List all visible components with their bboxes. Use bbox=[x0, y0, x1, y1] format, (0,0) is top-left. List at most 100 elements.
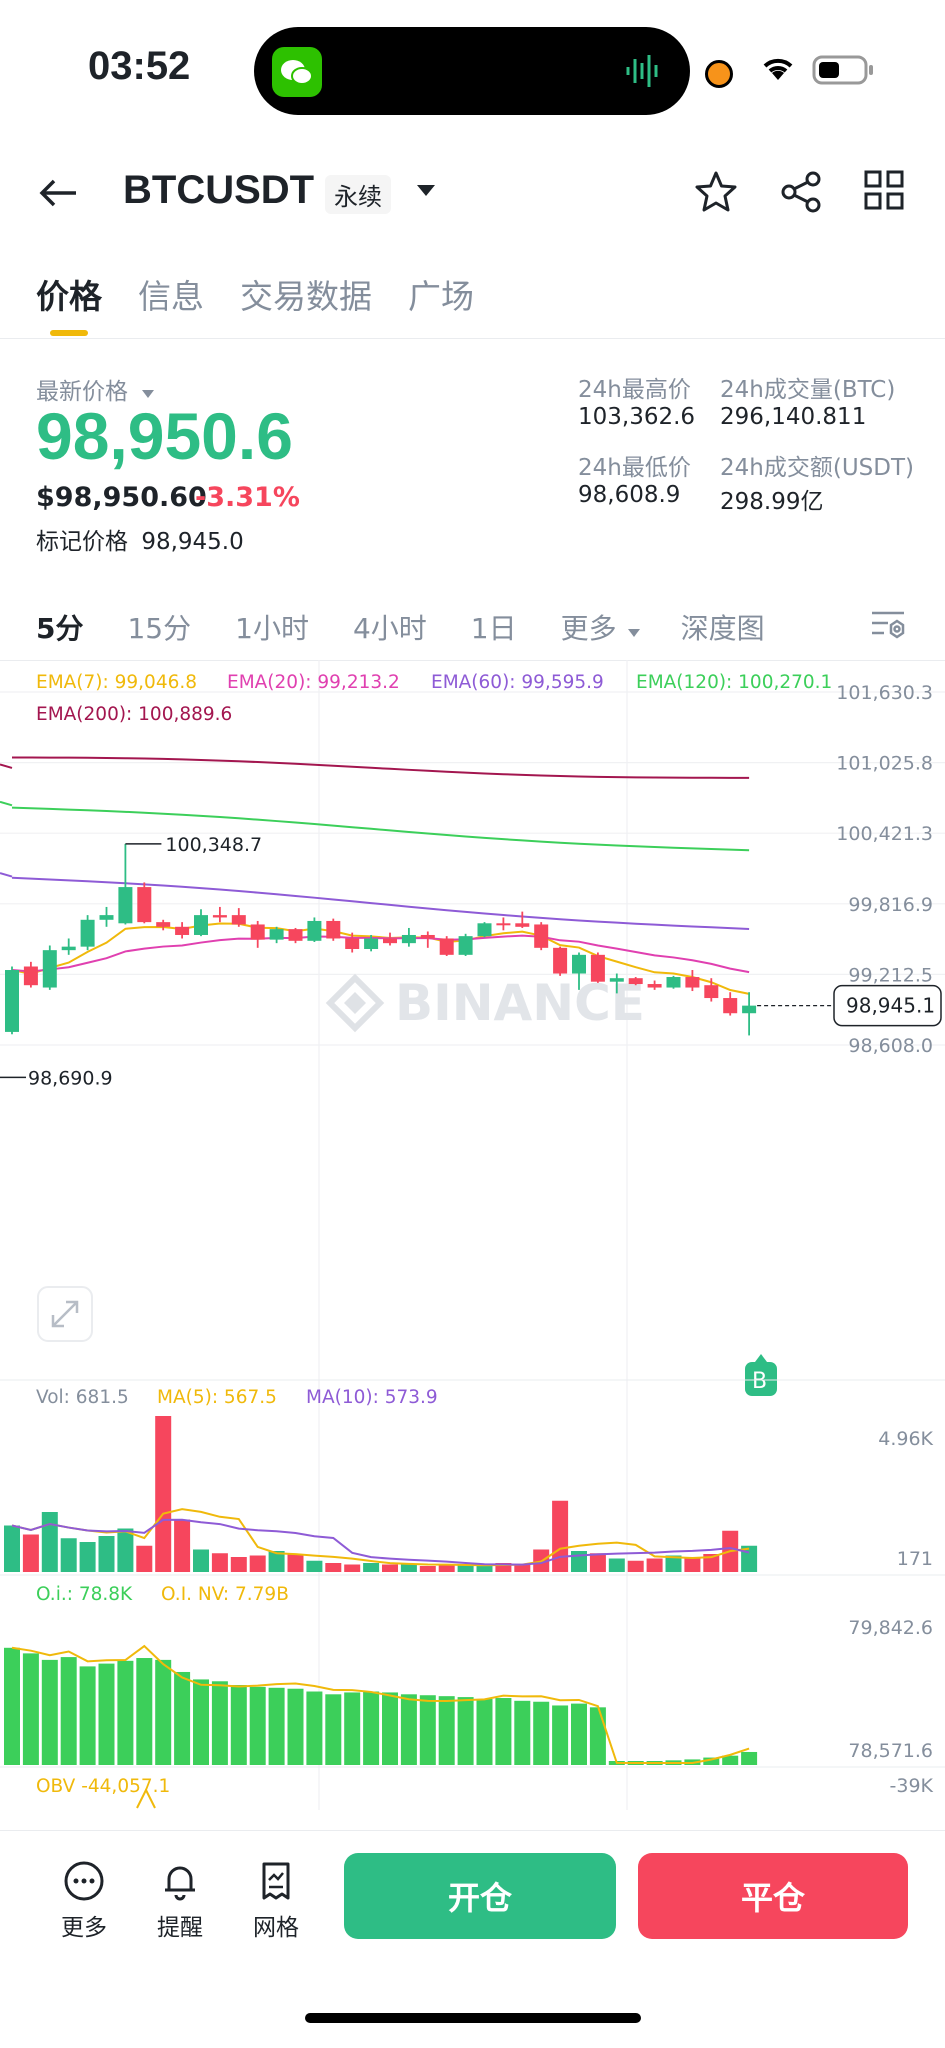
volume-bar bbox=[268, 1551, 285, 1572]
tab-divider bbox=[0, 338, 945, 339]
volume-bar bbox=[60, 1538, 77, 1572]
ema-lines bbox=[0, 756, 750, 995]
oi-bar bbox=[533, 1701, 550, 1765]
candle-body bbox=[137, 887, 152, 923]
tab-info[interactable]: 信息 bbox=[138, 277, 204, 316]
chart-settings-icon[interactable] bbox=[870, 607, 906, 645]
bell-icon bbox=[165, 1866, 195, 1901]
back-arrow-icon[interactable] bbox=[38, 172, 80, 218]
timeframe-bar: 5分 15分 1小时 4小时 1日 更多 深度图 bbox=[36, 607, 809, 647]
oi-bar bbox=[211, 1681, 228, 1765]
recording-indicator bbox=[705, 60, 733, 88]
tf-1d[interactable]: 1日 bbox=[470, 612, 517, 645]
volume-bar bbox=[646, 1558, 663, 1572]
wechat-icon[interactable] bbox=[272, 47, 322, 97]
buy-marker-label: B bbox=[752, 1369, 767, 1394]
oi-bar bbox=[4, 1647, 20, 1765]
candle-body bbox=[534, 924, 549, 948]
current-price-tag bbox=[833, 984, 942, 1027]
expand-icon[interactable] bbox=[37, 1286, 93, 1342]
candle-body bbox=[61, 946, 76, 951]
y-axis-label: 101,630.3 bbox=[836, 682, 933, 704]
tf-15m[interactable]: 15分 bbox=[127, 612, 192, 645]
volume-bar bbox=[4, 1525, 20, 1572]
star-icon[interactable] bbox=[694, 170, 738, 218]
candle-body bbox=[685, 977, 700, 988]
tf-more[interactable]: 更多 bbox=[561, 607, 641, 647]
low-value: 98,608.9 bbox=[578, 482, 681, 508]
home-indicator bbox=[305, 2013, 641, 2023]
vol-usdt-value: 298.99亿 bbox=[720, 489, 824, 515]
volume-bar bbox=[174, 1519, 191, 1572]
close-position-button[interactable]: 平仓 bbox=[638, 1853, 908, 1939]
symbol-title[interactable]: BTCUSDT bbox=[123, 168, 315, 212]
y-axis-label: 99,212.5 bbox=[848, 964, 933, 986]
mark-price-value: 98,945.0 bbox=[141, 529, 244, 555]
oi-bar bbox=[230, 1685, 247, 1765]
mark-price: 标记价格 98,945.0 bbox=[36, 522, 244, 556]
candle-body bbox=[364, 938, 379, 949]
audio-wave-icon bbox=[624, 51, 664, 95]
oi-bar bbox=[589, 1707, 606, 1765]
last-price-label[interactable]: 最新价格 bbox=[36, 372, 155, 406]
tf-1h[interactable]: 1小时 bbox=[235, 612, 309, 645]
ema20-label: EMA(20): 99,213.2 bbox=[227, 672, 400, 693]
candle-body bbox=[156, 922, 171, 927]
watermark: BINANCE bbox=[325, 973, 645, 1033]
obv-axis: -39K bbox=[890, 1775, 934, 1797]
tf-4h[interactable]: 4小时 bbox=[352, 612, 427, 645]
volume-bar bbox=[155, 1416, 172, 1572]
volume-bar bbox=[363, 1563, 380, 1572]
ema-extension bbox=[0, 763, 13, 769]
tab-bar: 价格 信息 交易数据 广场 bbox=[36, 270, 510, 318]
ma10-line bbox=[11, 1518, 750, 1566]
tab-price[interactable]: 价格 bbox=[36, 277, 102, 316]
oi-bars bbox=[4, 1644, 758, 1765]
candle-body bbox=[23, 966, 38, 986]
candle-body bbox=[704, 985, 719, 999]
tf-5m[interactable]: 5分 bbox=[36, 612, 84, 645]
tab-trading-data[interactable]: 交易数据 bbox=[240, 277, 372, 316]
caret-down-icon[interactable] bbox=[416, 183, 436, 202]
open-position-button[interactable]: 开仓 bbox=[344, 1853, 616, 1939]
volume-bar bbox=[79, 1542, 96, 1572]
kline-chart[interactable]: BINANCE 101,630.3 101,025.8 100,421.3 99,81… bbox=[0, 660, 945, 1810]
candle-body bbox=[269, 929, 284, 940]
candle-body bbox=[458, 936, 473, 955]
price-axis: 101,630.3 101,025.8 100,421.3 99,816.9 99,21… bbox=[836, 682, 933, 1057]
share-icon[interactable] bbox=[779, 170, 823, 218]
alert-label: 提醒 bbox=[157, 1915, 203, 1941]
vol-axis-top: 4.96K bbox=[878, 1428, 933, 1450]
candle-body bbox=[250, 924, 265, 940]
oi-bar bbox=[476, 1698, 493, 1765]
low-marker-text: 98,690.9 bbox=[28, 1067, 113, 1089]
volume-bar bbox=[552, 1500, 569, 1572]
volume-bar bbox=[41, 1512, 58, 1572]
bottom-divider bbox=[0, 1830, 945, 1831]
oi-bar bbox=[741, 1751, 758, 1765]
grid-trade-button[interactable]: 网格 bbox=[236, 1860, 316, 1942]
volume-bar bbox=[703, 1554, 720, 1572]
obv-label: OBV -44,057.1 bbox=[36, 1776, 170, 1797]
volume-bar bbox=[382, 1564, 398, 1572]
tab-square[interactable]: 广场 bbox=[408, 277, 474, 316]
volume-bar bbox=[608, 1558, 625, 1572]
tf-depth[interactable]: 深度图 bbox=[680, 612, 765, 645]
oi-bar bbox=[382, 1692, 398, 1765]
oi-bar bbox=[703, 1757, 720, 1765]
volume-bars bbox=[4, 1416, 758, 1572]
grid-icon[interactable] bbox=[864, 170, 904, 214]
candle-body bbox=[175, 926, 190, 935]
more-button[interactable]: 更多 bbox=[44, 1860, 124, 1942]
oi-bar bbox=[79, 1666, 96, 1765]
current-price-text: 98,945.1 bbox=[846, 994, 935, 1018]
ema120-label: EMA(120): 100,270.1 bbox=[636, 672, 832, 693]
obv-line bbox=[136, 1787, 156, 1809]
candle-body bbox=[515, 923, 530, 927]
ema-extension bbox=[0, 872, 13, 878]
ma5-label: MA(5): 567.5 bbox=[157, 1387, 277, 1408]
buy-marker[interactable]: B bbox=[745, 1354, 777, 1396]
candle-body bbox=[572, 954, 586, 974]
alert-button[interactable]: 提醒 bbox=[140, 1860, 220, 1942]
candle-body bbox=[99, 915, 114, 920]
